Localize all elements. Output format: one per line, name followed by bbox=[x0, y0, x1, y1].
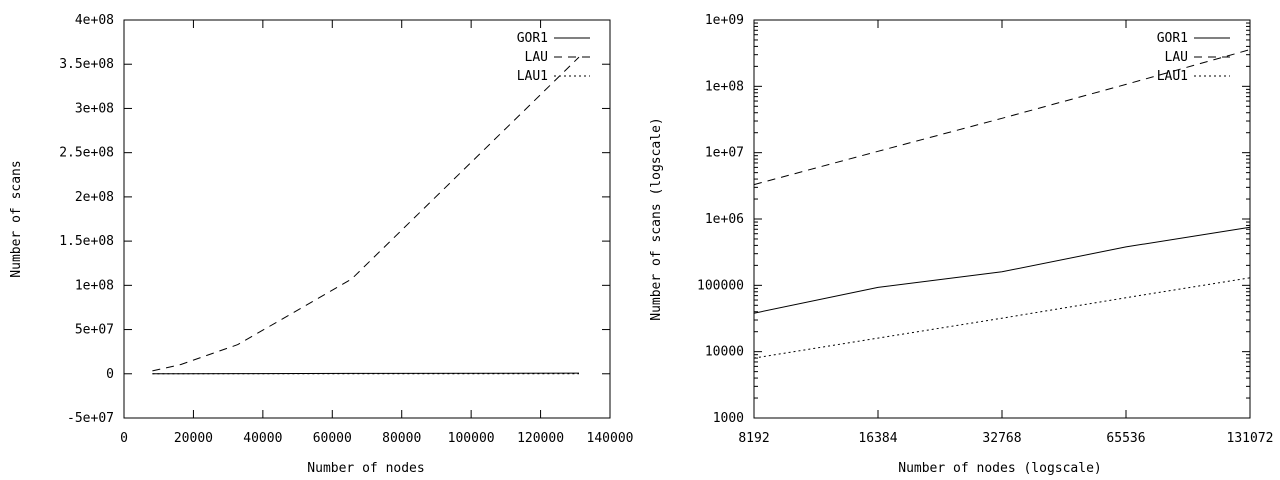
y-tick-label: 3e+08 bbox=[75, 101, 114, 116]
series-line-gor1 bbox=[753, 226, 1251, 314]
plot-frame bbox=[123, 19, 611, 419]
y-tick-label: 1e+08 bbox=[705, 79, 744, 94]
x-tick-label: 8192 bbox=[738, 431, 769, 446]
y-axis-label: Number of scans (logscale) bbox=[649, 117, 664, 321]
x-tick-label: 0 bbox=[120, 431, 128, 446]
x-tick-label: 100000 bbox=[448, 431, 495, 446]
y-tick-label: 4e+08 bbox=[75, 13, 114, 28]
y-tick-label: -5e+07 bbox=[67, 411, 114, 426]
x-axis-label: Number of nodes (logscale) bbox=[898, 461, 1102, 476]
x-tick-label: 16384 bbox=[858, 431, 897, 446]
legend-label: LAU1 bbox=[1157, 69, 1188, 84]
y-tick-label: 1000 bbox=[713, 411, 744, 426]
y-tick-label: 5e+07 bbox=[75, 323, 114, 338]
x-tick-label: 131072 bbox=[1227, 431, 1274, 446]
x-tick-label: 40000 bbox=[243, 431, 282, 446]
y-axis-label: Number of scans bbox=[9, 160, 24, 277]
x-tick-label: 120000 bbox=[517, 431, 564, 446]
legend-label: LAU1 bbox=[517, 69, 548, 84]
x-tick-label: 60000 bbox=[313, 431, 352, 446]
series-line-lau bbox=[753, 49, 1251, 186]
y-tick-label: 2e+08 bbox=[75, 190, 114, 205]
x-tick-label: 20000 bbox=[174, 431, 213, 446]
legend-label: GOR1 bbox=[1157, 31, 1188, 46]
y-tick-label: 100000 bbox=[697, 278, 744, 293]
x-tick-label: 65536 bbox=[1106, 431, 1145, 446]
y-tick-label: 1.5e+08 bbox=[59, 234, 114, 249]
linear-chart: -5e+07 0 5e+07 1e+08 1.5e+08 2e+08 2.5e+08 3e+0… bbox=[9, 13, 633, 476]
series-line-lau bbox=[152, 56, 580, 372]
y-tick-label: 1e+06 bbox=[705, 212, 744, 227]
x-tick-label: 80000 bbox=[382, 431, 421, 446]
log-chart: 1000 10000 100000 1e+06 1e+07 1e+08 1e+09 8192 1… bbox=[649, 13, 1273, 476]
y-tick-label: 3.5e+08 bbox=[59, 57, 114, 72]
y-tick-label: 2.5e+08 bbox=[59, 146, 114, 161]
legend-label: GOR1 bbox=[517, 31, 548, 46]
y-tick-label: 0 bbox=[106, 367, 114, 382]
series-line-gor1 bbox=[152, 372, 580, 375]
y-tick-label: 1e+09 bbox=[705, 13, 744, 28]
legend-label: LAU bbox=[525, 50, 548, 65]
x-tick-label: 32768 bbox=[982, 431, 1021, 446]
x-axis-label: Number of nodes bbox=[307, 461, 424, 476]
y-tick-label: 10000 bbox=[705, 345, 744, 360]
legend-label: LAU bbox=[1165, 50, 1188, 65]
y-tick-label: 1e+07 bbox=[705, 146, 744, 161]
series-line-lau1 bbox=[753, 277, 1251, 359]
x-tick-label: 140000 bbox=[587, 431, 634, 446]
y-tick-label: 1e+08 bbox=[75, 278, 114, 293]
